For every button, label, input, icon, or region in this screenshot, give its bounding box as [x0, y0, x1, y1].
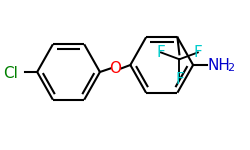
Text: 2: 2 [228, 63, 234, 73]
Text: Cl: Cl [3, 66, 18, 81]
Text: NH: NH [208, 57, 231, 72]
Text: O: O [109, 61, 121, 76]
Text: F: F [175, 72, 184, 87]
Text: F: F [194, 45, 202, 60]
Text: F: F [156, 45, 165, 60]
